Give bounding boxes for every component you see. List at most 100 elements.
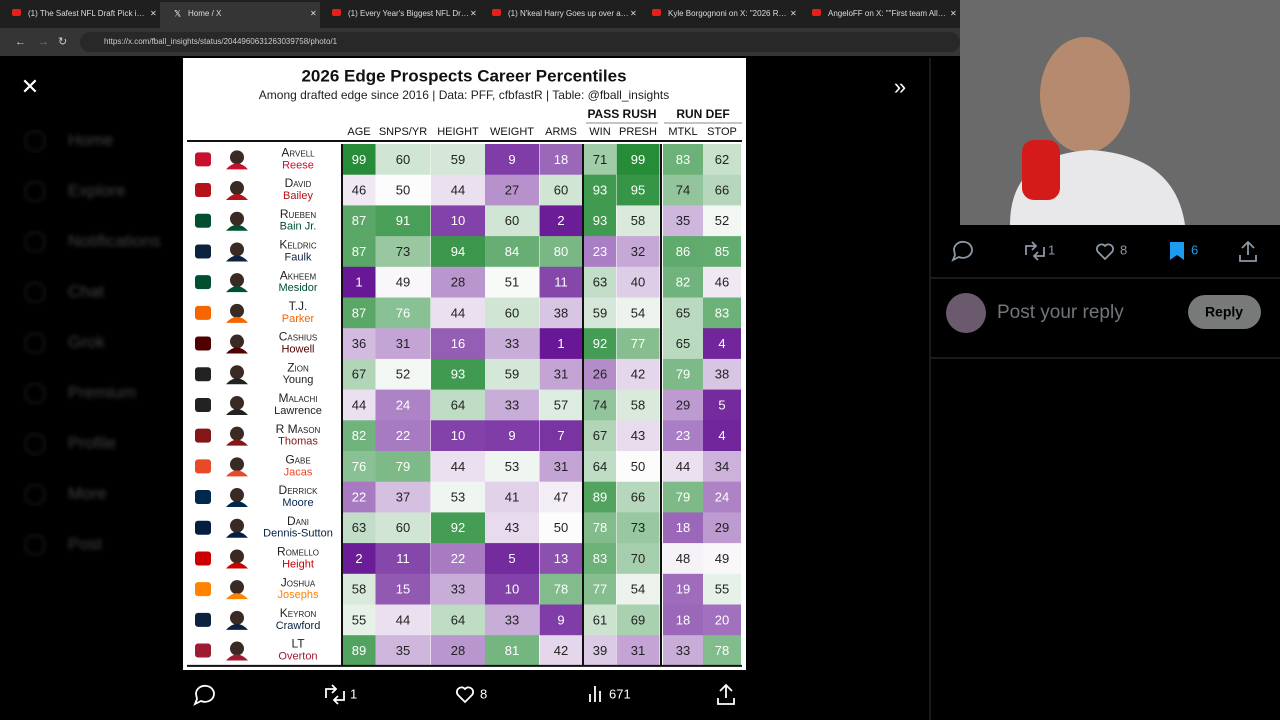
headshot-body — [226, 470, 248, 477]
repost-icon[interactable] — [325, 684, 345, 705]
headshot — [230, 211, 244, 226]
cell-value: 51 — [505, 275, 519, 290]
cell-value: 77 — [593, 582, 607, 597]
cell-value: 44 — [396, 612, 410, 627]
bookmark-icon[interactable] — [1170, 242, 1184, 260]
headshot-body — [226, 378, 248, 385]
cell-value: 10 — [505, 582, 519, 597]
cell — [584, 144, 616, 176]
nav-item[interactable]: Post — [68, 534, 102, 553]
forward[interactable]: → — [38, 36, 49, 48]
reply-icon[interactable] — [951, 240, 973, 262]
tab-title[interactable]: AngeloFF on X: ""First team All… — [828, 9, 946, 18]
cell-value: 20 — [715, 612, 729, 627]
share-icon[interactable] — [1239, 240, 1257, 262]
nav-item[interactable]: Home — [68, 130, 113, 149]
reply-button[interactable] — [1188, 295, 1261, 329]
cell — [663, 573, 703, 605]
tab-title[interactable]: Home / X — [188, 9, 222, 18]
first-name: T.J. — [289, 299, 308, 313]
reply-button-label[interactable]: Reply — [1205, 304, 1243, 320]
cell-value: 91 — [396, 213, 410, 228]
cell-value: 33 — [505, 397, 519, 412]
headshot-body — [226, 439, 248, 446]
nav-icon — [24, 383, 46, 404]
tab-close[interactable]: ✕ — [950, 9, 957, 18]
tab-close[interactable]: ✕ — [630, 9, 637, 18]
table-title: 2026 Edge Prospects Career Percentiles — [301, 66, 626, 85]
reload[interactable]: ↻ — [58, 36, 67, 48]
last-name: Crawford — [276, 620, 321, 632]
back[interactable]: ← — [15, 36, 26, 48]
cell — [539, 420, 583, 452]
reply-icon[interactable] — [193, 684, 215, 706]
tab-favicon: 𝕏 — [174, 8, 181, 18]
first-name: Dani — [287, 514, 309, 528]
like-icon[interactable] — [456, 686, 474, 704]
cell-value: 58 — [352, 582, 366, 597]
cell-value: 23 — [676, 428, 690, 443]
reply-input[interactable]: Post your reply — [997, 302, 1124, 323]
tab-title[interactable]: (1) N'keal Harry Goes up over a… — [508, 9, 629, 18]
cell — [375, 389, 431, 421]
headshot-body — [226, 194, 248, 201]
cell-value: 64 — [451, 612, 465, 627]
nav-item[interactable]: Profile — [68, 433, 116, 452]
close-button[interactable]: ✕ — [21, 74, 39, 99]
cell-value: 34 — [715, 459, 729, 474]
headshot — [230, 580, 244, 595]
cell-value: 36 — [352, 336, 366, 351]
tab-close[interactable]: ✕ — [150, 9, 157, 18]
last-name: Jacas — [284, 466, 313, 478]
first-name: Gabe — [285, 453, 310, 467]
views-icon[interactable] — [589, 686, 601, 702]
cell-value: 38 — [715, 367, 729, 382]
nav-item[interactable]: More — [68, 484, 107, 503]
cell — [539, 358, 583, 391]
nav-item[interactable]: Notifications — [68, 231, 161, 250]
nav-item[interactable]: Explore — [68, 181, 126, 200]
like-icon[interactable] — [1096, 243, 1114, 261]
nav-item[interactable]: Chat — [68, 282, 104, 301]
headshot-body — [226, 316, 248, 323]
nav-item[interactable]: Grok — [68, 332, 105, 351]
nav-item[interactable]: Premium — [68, 383, 136, 402]
tab-title[interactable]: Kyle Borgognoni on X: "2026 R… — [668, 9, 786, 18]
cell-value: 78 — [715, 643, 729, 658]
first-name: Joshua — [281, 575, 316, 589]
headshot — [230, 518, 244, 533]
nav-icon — [24, 282, 46, 303]
expand-button[interactable]: » — [894, 74, 906, 99]
cell — [539, 635, 583, 667]
cell — [703, 144, 741, 176]
cell-value: 81 — [505, 643, 519, 658]
cell-value: 1 — [557, 336, 564, 351]
first-name: Derrick — [279, 483, 319, 497]
cell — [342, 451, 376, 483]
cell-value: 57 — [554, 397, 568, 412]
cell — [703, 604, 741, 636]
cell-value: 82 — [676, 275, 690, 290]
tab-close[interactable]: ✕ — [790, 9, 797, 18]
cell-value: 22 — [396, 428, 410, 443]
cell-value: 99 — [352, 152, 366, 167]
cell-value: 5 — [508, 551, 515, 566]
cell-value: 60 — [505, 305, 519, 320]
address-bar[interactable] — [80, 32, 960, 52]
first-name: LT — [291, 637, 305, 651]
tab-close[interactable]: ✕ — [470, 9, 477, 18]
cell-value: 64 — [451, 397, 465, 412]
cell-value: 99 — [631, 152, 645, 167]
tab-title[interactable]: (1) Every Year's Biggest NFL Dr… — [348, 9, 469, 18]
repost-icon[interactable] — [1025, 241, 1045, 261]
cell — [616, 512, 660, 544]
team-logo — [195, 551, 211, 566]
cell — [663, 604, 703, 636]
share-icon[interactable] — [717, 683, 735, 705]
cell-value: 43 — [505, 520, 519, 535]
tab-close[interactable]: ✕ — [310, 9, 317, 18]
tab-title[interactable]: (1) The Safest NFL Draft Pick i… — [28, 9, 144, 18]
cell-value: 10 — [451, 213, 465, 228]
cell — [539, 144, 583, 176]
headshot-body — [226, 408, 248, 415]
